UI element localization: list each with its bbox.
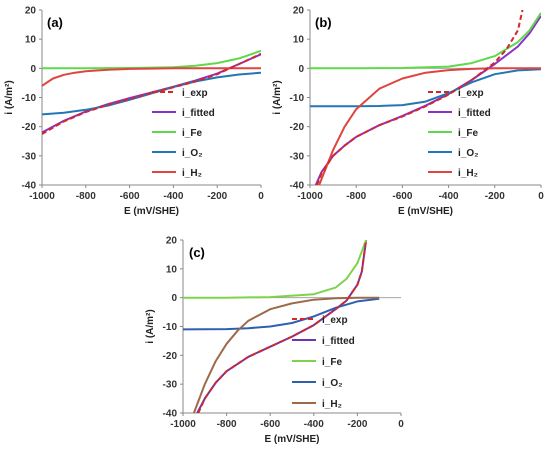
series-line-io [310, 68, 541, 108]
series-line-io [42, 71, 261, 116]
series-line-ih [192, 296, 380, 413]
series-line-ife [183, 240, 368, 299]
y-tick-label: -30 [22, 151, 37, 162]
x-tick-label: -400 [304, 419, 324, 430]
y-tick-label: -30 [290, 151, 305, 162]
legend-entry: i_O₂ [458, 148, 479, 159]
legend-entry: i_Fe [458, 128, 478, 139]
chart-panel-1: -40 -30 -20 -10 0 10 20 -1000 -800 -600 -400 -200 0 E… [4, 6, 264, 218]
panel-label: (b) [315, 15, 332, 30]
y-tick-label: 10 [293, 35, 305, 46]
legend-entry: i_exp [458, 88, 484, 99]
x-tick-label: -1000 [297, 191, 323, 202]
chart-panel-2: -40 -30 -20 -10 0 10 20 -1000 -800 -600 -400 -200 0 E… [272, 6, 544, 218]
x-axis-label: E (mV/SHE) [124, 206, 179, 217]
series-line-io [183, 297, 380, 331]
x-tick-label: -800 [76, 191, 96, 202]
x-tick-label: -1000 [170, 419, 196, 430]
y-tick-label: 20 [25, 6, 37, 17]
y-tick-label: 0 [30, 64, 36, 75]
legend: i_exp i_fitted i_Fe i_O₂ i_H₂ [152, 88, 215, 179]
x-axis-label: E (mV/SHE) [398, 206, 453, 217]
series-line-ife [42, 49, 261, 70]
x-tick-label: -200 [485, 191, 505, 202]
series-line-iexp [315, 10, 524, 185]
legend-entry: i_fitted [182, 108, 215, 119]
legend-entry: i_H₂ [458, 168, 478, 179]
x-tick-label: -200 [207, 191, 227, 202]
y-tick-label: -20 [163, 351, 178, 362]
legend-entry: i_exp [322, 315, 348, 326]
y-tick-label: -20 [290, 122, 305, 133]
y-tick-label: -30 [163, 380, 178, 391]
x-tick-label: 0 [538, 191, 544, 202]
chart-panel-3: -40 -30 -20 -10 0 10 20 -1000 -800 -600 -400 -200 0 E… [145, 236, 404, 446]
series-line-iexp [197, 240, 368, 413]
x-tick-label: 0 [398, 419, 404, 430]
panel-label: (c) [189, 245, 205, 260]
y-tick-label: 10 [166, 264, 178, 275]
y-tick-label: -40 [163, 409, 178, 420]
legend: i_exp i_fitted i_Fe i_O₂ i_H₂ [428, 88, 491, 179]
x-tick-label: -600 [260, 419, 280, 430]
y-tick-label: 20 [166, 236, 178, 247]
x-tick-label: 0 [258, 191, 264, 202]
y-tick-label: -40 [22, 181, 37, 192]
y-tick-label: -20 [22, 122, 37, 133]
legend-entry: i_H₂ [322, 399, 342, 410]
legend-entry: i_fitted [458, 108, 491, 119]
x-tick-label: -400 [439, 191, 459, 202]
y-axis-label: i (A/m²) [272, 80, 283, 114]
legend-entry: i_Fe [182, 128, 202, 139]
y-axis-label: i (A/m²) [4, 80, 15, 114]
y-tick-label: 0 [171, 293, 177, 304]
series-line-iexp [42, 52, 261, 135]
legend-entry: i_O₂ [182, 148, 203, 159]
panel-label: (a) [47, 15, 63, 30]
y-tick-label: -10 [22, 93, 37, 104]
y-tick-label: -10 [290, 93, 305, 104]
x-tick-label: -200 [347, 419, 367, 430]
y-tick-label: 20 [293, 6, 305, 17]
legend-entry: i_O₂ [322, 378, 343, 389]
series-line-ih [42, 67, 261, 87]
legend-entry: i_exp [182, 88, 208, 99]
series-line-ife [310, 12, 541, 70]
y-tick-label: 0 [298, 64, 304, 75]
legend-entry: i_H₂ [182, 168, 202, 179]
x-tick-label: -1000 [29, 191, 55, 202]
series-line-ih [318, 67, 541, 185]
y-tick-label: 10 [25, 35, 37, 46]
x-tick-label: -600 [120, 191, 140, 202]
legend-entry: i_fitted [322, 336, 355, 347]
x-tick-label: -800 [217, 419, 237, 430]
x-tick-label: -800 [346, 191, 366, 202]
legend-entry: i_Fe [322, 357, 342, 368]
x-tick-label: -400 [163, 191, 183, 202]
legend: i_exp i_fitted i_Fe i_O₂ i_H₂ [292, 315, 355, 410]
x-tick-label: -600 [392, 191, 412, 202]
y-axis-label: i (A/m²) [145, 309, 156, 343]
x-axis-label: E (mV/SHE) [264, 434, 319, 445]
y-tick-label: -40 [290, 181, 305, 192]
y-tick-label: -10 [163, 322, 178, 333]
